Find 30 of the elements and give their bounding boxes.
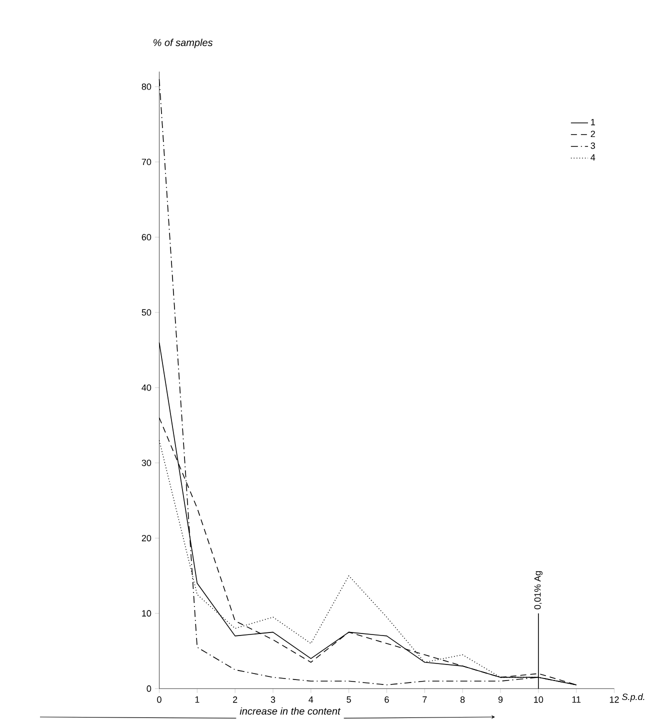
y-tick-label: 80 [142,83,152,90]
ref-line-label: 0,01% Ag [534,571,543,610]
y-tick-label: 10 [142,610,152,617]
x-tick-label: 0 [157,696,162,703]
x-tick-label: 3 [271,696,276,703]
y-tick-label: 60 [142,234,152,240]
x-tick-label: 5 [346,696,352,703]
x-tick-label: 9 [498,696,503,703]
x-tick-label: 4 [308,696,314,703]
x-axis-title: S.p.d. [622,693,644,702]
x-tick-label: 7 [422,696,427,703]
y-tick-label: 40 [142,384,152,391]
y-tick-label: 70 [142,158,152,166]
x-tick-label: 8 [460,696,465,703]
x-tick-label: 6 [384,696,390,703]
x-tick-label: 12 [610,696,619,703]
x-tick-label: 1 [196,696,200,703]
x-tick-label: 2 [233,696,238,703]
x-tick-label: 10 [534,696,544,703]
legend-label: 3 [590,142,596,149]
legend-label: 2 [591,130,596,137]
text: increase in the content [240,707,341,715]
y-tick-label: 20 [142,534,152,542]
y-tick-label: 0 [146,685,152,692]
legend-label: 1 [591,119,596,126]
legend-label: 4 [590,154,596,160]
y-tick-label: 30 [142,460,152,466]
y-tick-label: 50 [142,309,152,316]
y-axis-title: % of samples [154,38,213,48]
x-tick-label: 11 [572,696,581,703]
